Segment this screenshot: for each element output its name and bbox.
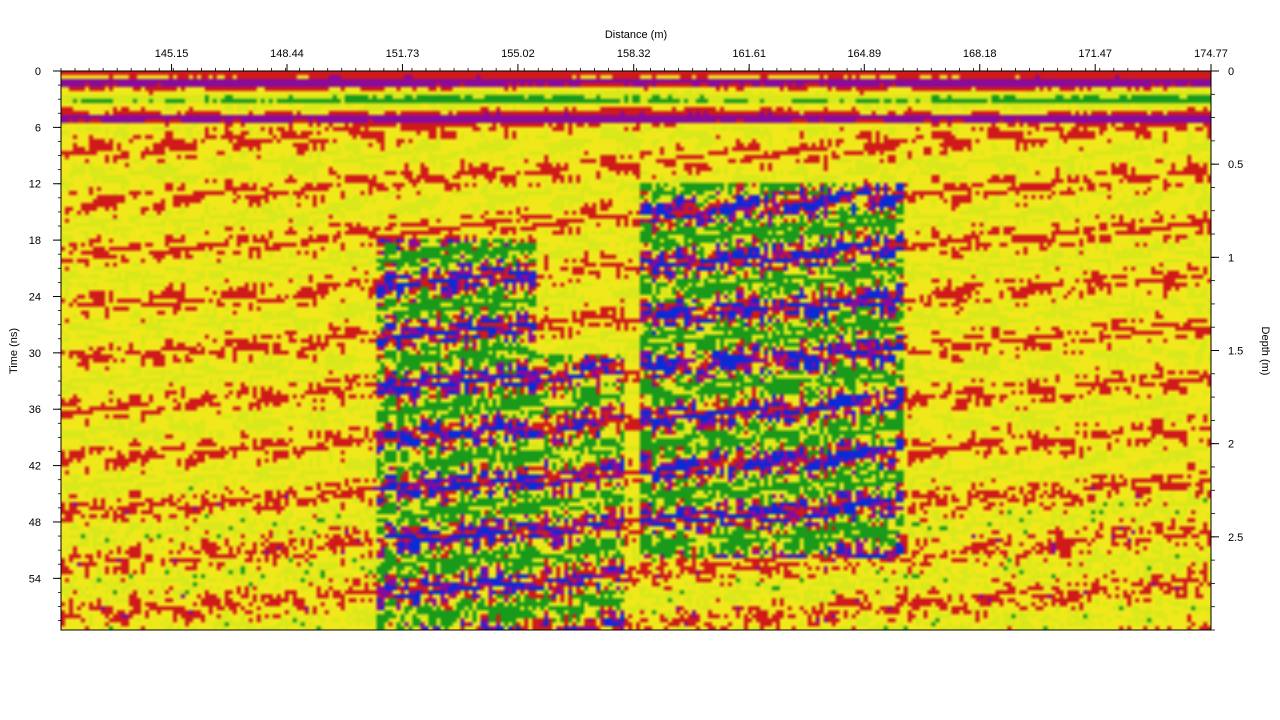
x-tick-label: 174.77 [1194,48,1228,60]
y-left-tick-label: 48 [29,517,41,529]
axes: 145.15 148.44 151.73 155.02 158.32 161.61 164.… [29,48,1243,631]
y-left-tick-label: 18 [29,235,41,247]
y-right-tick-label: 2 [1228,439,1234,451]
x-tick-label: 161.61 [732,48,766,60]
radargram-image [61,71,1211,630]
x-tick-label: 151.73 [386,48,420,60]
plot-area [61,71,1211,630]
x-tick-label: 171.47 [1078,48,1112,60]
y-left-tick-label: 6 [35,122,41,134]
y-right-tick-label: 1.5 [1228,346,1243,358]
x-tick-label: 168.18 [963,48,997,60]
y-left-tick-label: 12 [29,179,41,191]
y-left-tick-label: 54 [29,573,41,585]
y-left-tick-label: 24 [29,291,41,303]
y-axis-title-right: Depth (m) [1259,327,1271,376]
y-left-tick-label: 36 [29,404,41,416]
y-axis-title-left: Time (ns) [8,328,20,374]
y-right-tick-label: 1 [1228,252,1234,264]
y-left-tick-label: 0 [35,66,41,78]
x-tick-label: 145.15 [155,48,189,60]
y-left-tick-label: 42 [29,461,41,473]
x-tick-label: 155.02 [501,48,535,60]
y-right-tick-label: 0 [1228,66,1234,78]
x-tick-label: 164.89 [847,48,881,60]
y-right-tick-label: 2.5 [1228,532,1243,544]
x-tick-label: 158.32 [617,48,651,60]
y-right-tick-label: 0.5 [1228,159,1243,171]
x-axis-title: Distance (m) [605,29,667,41]
x-tick-label: 148.44 [270,48,304,60]
y-left-tick-label: 30 [29,348,41,360]
